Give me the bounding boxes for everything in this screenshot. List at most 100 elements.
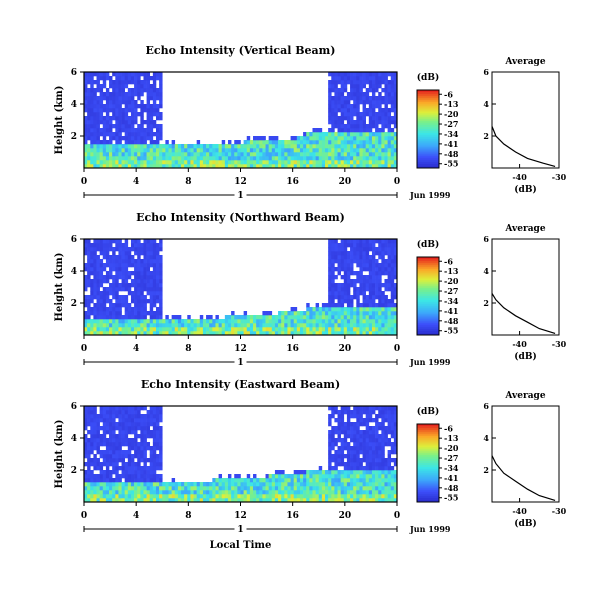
heatmap-cell	[365, 418, 370, 423]
heatmap-cell	[378, 311, 382, 316]
heatmap-cell	[378, 251, 382, 256]
heatmap-cell	[231, 311, 235, 316]
heatmap-cell	[293, 160, 298, 165]
colorbar-swatch	[417, 447, 439, 450]
heatmap-cell	[309, 331, 313, 336]
heatmap-cell	[362, 458, 366, 463]
heatmap-cell	[350, 434, 354, 439]
heatmap-cell	[271, 136, 276, 141]
heatmap-cell	[109, 124, 113, 129]
heatmap-cell	[209, 482, 213, 487]
heatmap-cell	[134, 406, 138, 411]
heatmap-cell	[140, 140, 144, 145]
heatmap-cell	[362, 136, 366, 141]
heatmap-cell	[227, 164, 232, 169]
heatmap-cell	[93, 307, 97, 312]
heatmap-cell	[87, 239, 91, 244]
heatmap-cell	[359, 152, 363, 157]
heatmap-cell	[115, 156, 119, 161]
heatmap-cell	[368, 426, 373, 431]
heatmap-cell	[206, 148, 210, 153]
heatmap-cell	[152, 239, 157, 244]
heatmap-cell	[387, 474, 392, 479]
heatmap-cell	[340, 438, 345, 443]
heatmap-cell	[390, 100, 395, 105]
colorbar-swatch	[417, 119, 439, 122]
heatmap-cell	[350, 124, 354, 129]
heatmap-cell	[387, 406, 392, 411]
heatmap-cell	[384, 315, 388, 320]
heatmap-cell	[378, 247, 382, 252]
heatmap-cell	[287, 474, 291, 479]
heatmap-cell	[121, 430, 125, 435]
heatmap-cell	[93, 275, 97, 280]
heatmap-cell	[115, 116, 119, 121]
heatmap-cell	[340, 478, 345, 483]
avg-x-label: (dB)	[514, 184, 536, 195]
heatmap-cell	[384, 72, 388, 77]
heatmap-cell	[262, 319, 266, 324]
heatmap-cell	[218, 164, 223, 169]
heatmap-cell	[381, 76, 385, 81]
heatmap-cell	[350, 164, 354, 169]
day-marker-label: 1	[237, 358, 243, 368]
heatmap-cell	[115, 450, 119, 455]
heatmap-cell	[328, 104, 332, 109]
heatmap-cell	[393, 267, 398, 272]
heatmap-cell	[340, 299, 345, 304]
heatmap-cell	[350, 426, 354, 431]
heatmap-cell	[193, 331, 197, 336]
heatmap-cell	[196, 482, 201, 487]
heatmap-cell	[337, 482, 341, 487]
heatmap-cell	[371, 490, 376, 495]
heatmap-cell	[102, 494, 107, 499]
heatmap-cell	[165, 152, 169, 157]
heatmap-cell	[375, 303, 379, 308]
heatmap-cell	[181, 160, 185, 165]
heatmap-cell	[368, 275, 373, 280]
heatmap-cell	[328, 144, 332, 149]
heatmap-cell	[393, 295, 398, 300]
heatmap-cell	[121, 124, 125, 129]
heatmap-cell	[87, 418, 91, 423]
heatmap-cell	[177, 323, 182, 328]
heatmap-cell	[181, 164, 185, 169]
heatmap-cell	[337, 247, 341, 252]
heatmap-cell	[168, 164, 172, 169]
heatmap-cell	[350, 430, 354, 435]
heatmap-cell	[121, 474, 125, 479]
heatmap-cell	[96, 152, 100, 157]
heatmap-cell	[362, 494, 366, 499]
heatmap-cell	[99, 327, 104, 332]
heatmap-cell	[378, 410, 382, 415]
heatmap-cell	[124, 148, 129, 153]
heatmap-cell	[87, 247, 91, 252]
heatmap-cell	[87, 160, 91, 165]
heatmap-cell	[353, 92, 357, 97]
avg-y-tick-label: 6	[483, 401, 489, 411]
heatmap-cell	[130, 422, 135, 427]
heatmap-cell	[340, 426, 345, 431]
heatmap-cell	[146, 430, 151, 435]
heatmap-cell	[143, 331, 147, 336]
heatmap-cell	[346, 92, 351, 97]
heatmap-cell	[105, 494, 110, 499]
heatmap-cell	[346, 414, 351, 419]
heatmap-cell	[181, 148, 185, 153]
heatmap-cell	[365, 136, 370, 141]
heatmap-cell	[256, 144, 260, 149]
heatmap-cell	[124, 239, 129, 244]
heatmap-cell	[365, 239, 370, 244]
heatmap-cell	[221, 148, 226, 153]
heatmap-cell	[356, 418, 360, 423]
heatmap-cell	[365, 323, 370, 328]
heatmap-cell	[393, 275, 398, 280]
heatmap-cell	[127, 307, 132, 312]
heatmap-cell	[146, 327, 151, 332]
heatmap-cell	[378, 474, 382, 479]
heatmap-cell	[93, 458, 97, 463]
heatmap-cell	[315, 494, 320, 499]
heatmap-cell	[155, 474, 160, 479]
heatmap-cell	[331, 76, 335, 81]
heatmap-cell	[137, 319, 141, 324]
